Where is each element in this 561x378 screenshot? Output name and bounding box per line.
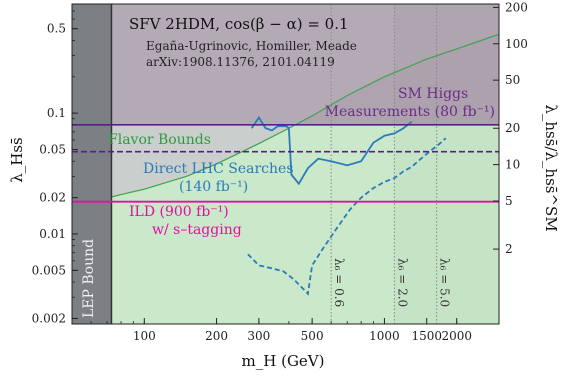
series-line-projected (247, 137, 447, 296)
series-line-direct-lhc-searches (250, 115, 413, 186)
lep-bound-region (72, 4, 112, 324)
lhc-searches-label-line1: Direct LHC Searches (143, 161, 294, 177)
chart-title: SFV 2HDM, cos(β − α) = 0.1 (129, 15, 349, 33)
y-tick-label-3: 0.02 (39, 191, 66, 205)
sm-higgs-label-line2: Measurements (80 fb⁻¹) (325, 104, 495, 120)
ild-label-line1: ILD (900 fb⁻¹) (129, 204, 229, 220)
flavor-bounds-region (72, 34, 499, 324)
y2-tick-label-4: 50 (505, 73, 520, 87)
flavor-excluded-region (72, 4, 499, 202)
flavor-bounds-label: Flavor Bounds (108, 132, 211, 148)
lambda6-label-2: λ₆ = 5.0 (438, 258, 452, 307)
y2-tick-label-2: 10 (505, 158, 520, 172)
y2-axis-title: λ_hss̄/λ_hss̄^SM (542, 104, 560, 231)
y-tick-label-6: 0.5 (47, 22, 66, 36)
y2-tick-label-1: 5 (505, 194, 513, 208)
x-tick-label-6: 2000 (441, 329, 472, 343)
x-tick-label-4: 1000 (369, 329, 400, 343)
y-tick-label-5: 0.1 (47, 106, 66, 120)
plot-frame (71, 3, 500, 325)
chart-subtitle-arxiv: arXiv:1908.11376, 2101.04119 (146, 55, 335, 69)
plot-layers (72, 4, 499, 324)
lhc-searches-label-line2: (140 fb⁻¹) (179, 179, 248, 195)
x-tick-label-1: 200 (205, 329, 228, 343)
y-axis-title: λ_Hss̄ (8, 137, 26, 182)
y-tick-label-0: 0.002 (32, 311, 66, 325)
y2-tick-label-5: 100 (505, 37, 528, 51)
x-tick-label-2: 300 (247, 329, 270, 343)
lambda6-label-1: λ₆ = 2.0 (395, 258, 409, 307)
lep-bound-label: LEP Bound (81, 239, 97, 318)
y-tick-label-2: 0.01 (39, 227, 66, 241)
y2-tick-label-0: 2 (505, 242, 513, 256)
y-tick-label-4: 0.05 (39, 143, 66, 157)
y-tick-label-1: 0.005 (32, 263, 66, 277)
lambda6-label-0: λ₆ = 0.6 (332, 258, 346, 307)
x-tick-label-3: 500 (301, 329, 324, 343)
y2-tick-label-3: 20 (505, 121, 520, 135)
sm-higgs-label-line1: SM Higgs (398, 86, 468, 102)
x-tick-label-0: 100 (133, 329, 156, 343)
ild-label-line2: w/ s–tagging (152, 222, 242, 238)
x-tick-label-5: 1500 (411, 329, 442, 343)
x-axis-title: m_H (GeV) (242, 352, 325, 370)
y2-tick-label-6: 200 (505, 0, 528, 14)
chart-subtitle-authors: Egaña-Ugrinovic, Homiller, Meade (146, 39, 357, 53)
